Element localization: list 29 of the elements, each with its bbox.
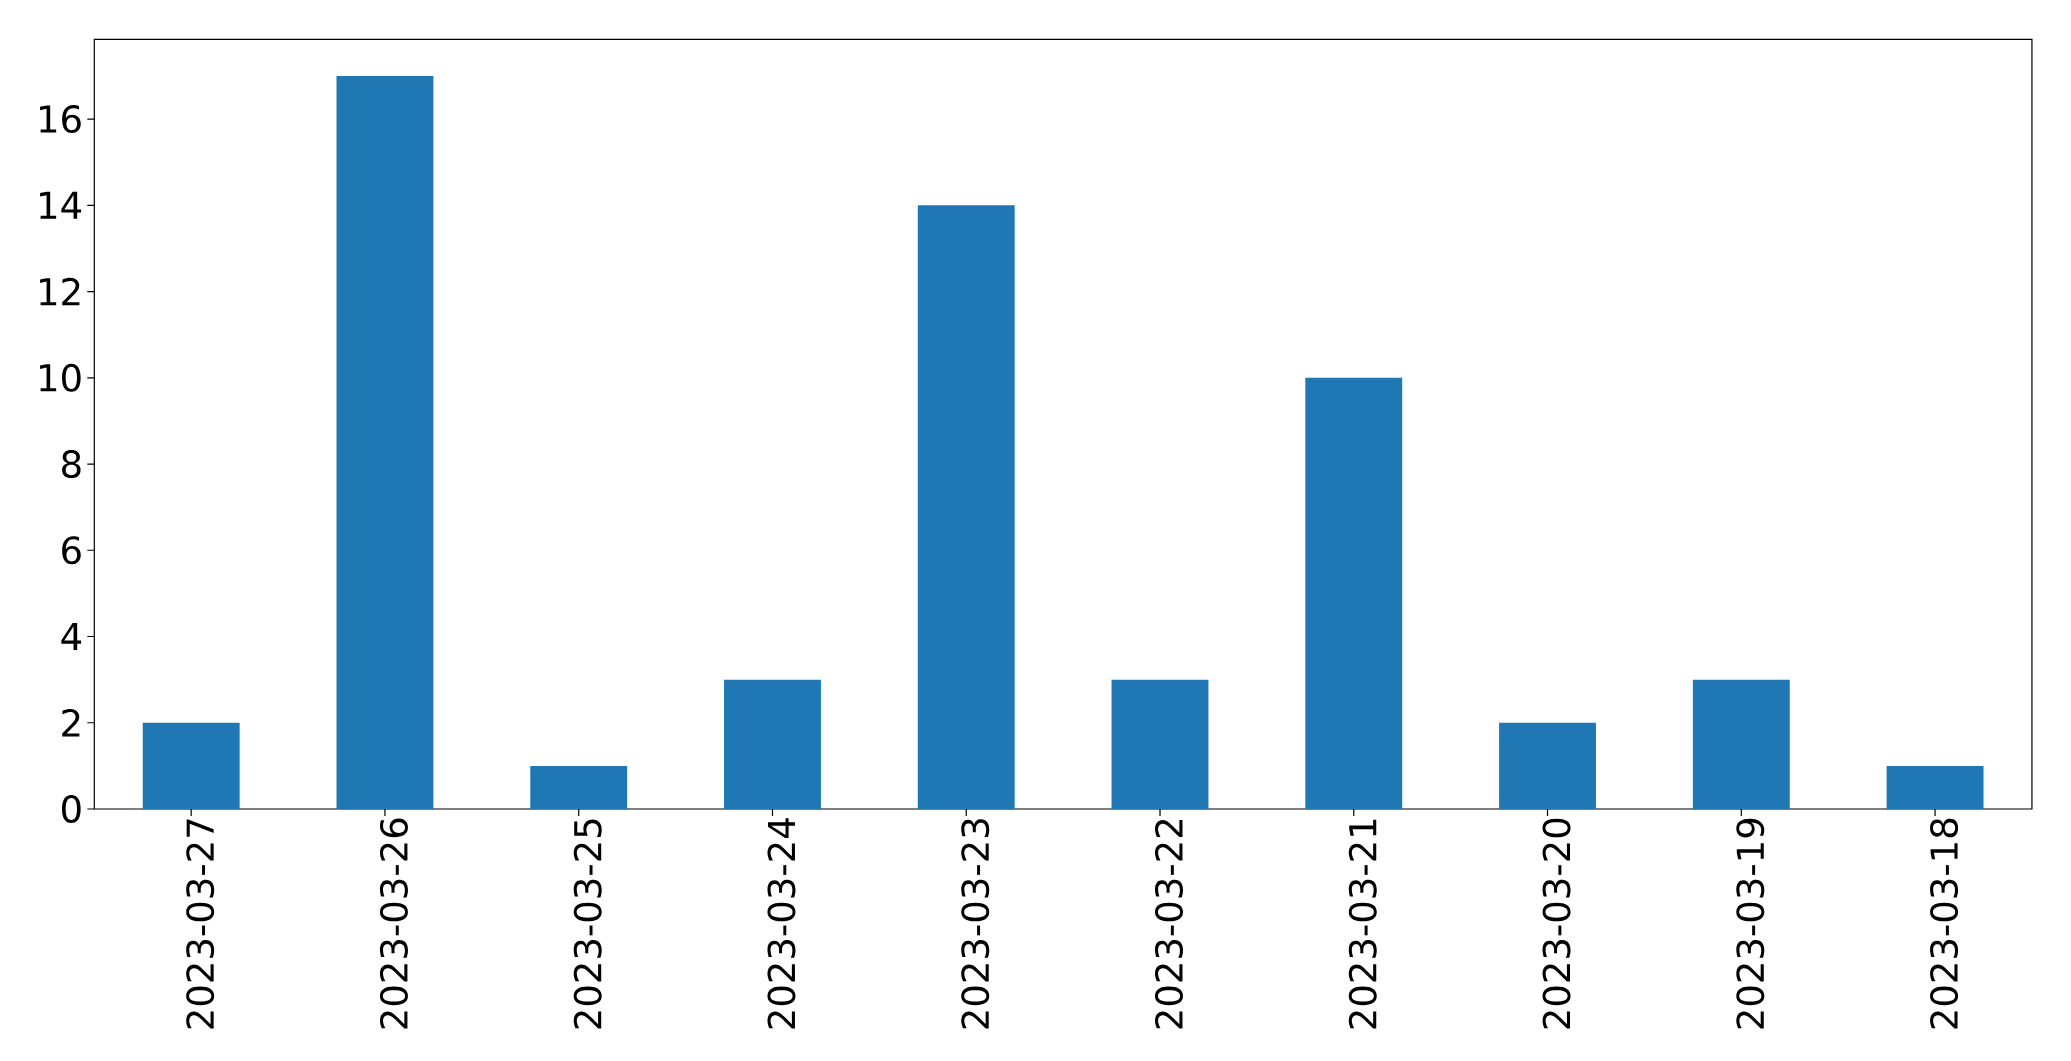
x-tick-label: 2023-03-19 xyxy=(1736,818,1765,1029)
x-tick-label: 2023-03-21 xyxy=(1348,819,1377,1029)
bar xyxy=(724,679,821,809)
x-tick-label: 2023-03-22 xyxy=(1155,819,1183,1029)
bar xyxy=(1886,765,1984,809)
x-tick-label: 2023-03-18 xyxy=(1930,818,1959,1029)
y-tick-label: 10 xyxy=(40,363,81,392)
bar xyxy=(142,722,240,809)
y-tick-label: 12 xyxy=(40,277,80,306)
x-tick-label: 2023-03-26 xyxy=(379,818,408,1029)
bar xyxy=(1111,679,1209,809)
y-tick-label: 4 xyxy=(61,623,82,650)
x-tick-label: 2023-03-25 xyxy=(573,819,602,1029)
y-tick-label: 16 xyxy=(40,105,81,134)
y-tick-label: 14 xyxy=(40,191,82,219)
bar xyxy=(336,75,434,809)
bar xyxy=(530,765,628,809)
x-tick-label: 2023-03-20 xyxy=(1542,818,1571,1029)
bar xyxy=(1305,377,1403,809)
y-tick-label: 6 xyxy=(62,536,81,565)
y-tick-label: 8 xyxy=(62,450,81,479)
x-tick-label: 2023-03-27 xyxy=(186,819,215,1029)
bar xyxy=(917,205,1015,809)
y-tick-label: 2 xyxy=(62,709,80,737)
bar xyxy=(1499,722,1596,809)
x-tick-label: 2023-03-23 xyxy=(961,819,990,1029)
y-tick-label: 0 xyxy=(62,795,81,823)
x-tick-label: 2023-03-24 xyxy=(767,818,796,1029)
bar xyxy=(1692,679,1790,809)
